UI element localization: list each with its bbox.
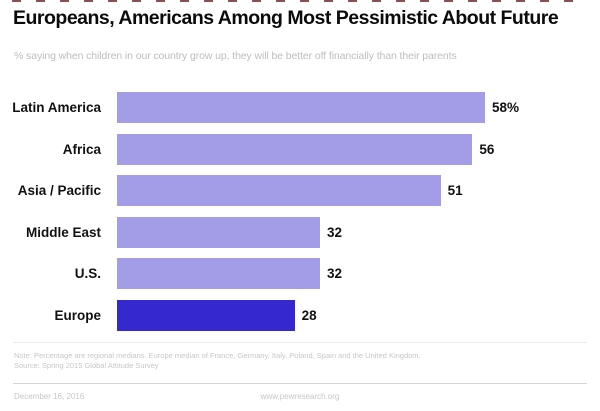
footer-url: www.pewresearch.org	[260, 392, 340, 401]
bar-europe	[117, 300, 295, 331]
bar-africa	[117, 133, 473, 165]
value-label: 56	[479, 141, 495, 157]
category-label: Europe	[54, 308, 101, 323]
footnote-source: Source: Spring 2015 Global Attitude Surv…	[14, 361, 159, 370]
category-label: Asia / Pacific	[17, 183, 101, 199]
value-label: 32	[327, 266, 343, 282]
footnote-note: Note: Percentage are regional medians. E…	[14, 351, 421, 360]
category-label: U.S.	[74, 266, 101, 282]
category-label: Africa	[62, 141, 101, 157]
chart-row: Europe 28	[0, 300, 600, 331]
bar-u-s	[117, 258, 321, 290]
value-label: 32	[327, 224, 343, 240]
footer-divider-line	[13, 383, 587, 384]
chart-row: Asia / Pacific 51	[0, 175, 600, 207]
chart-row: U.S. 32	[0, 258, 600, 290]
cropped-banner-artifact	[12, 0, 588, 2]
bar-chart: Latin America 58% Africa 56 Asia / Pacific 51…	[0, 92, 600, 342]
category-label: Latin America	[12, 100, 101, 115]
bar-middle-east	[117, 216, 321, 248]
bar-latin-america	[117, 92, 485, 123]
note-divider-line	[13, 342, 587, 343]
chart-row: Africa 56	[0, 133, 600, 165]
value-label: 58%	[492, 100, 520, 115]
value-label: 28	[301, 308, 317, 323]
value-label: 51	[447, 183, 463, 199]
bar-asia-pacific	[117, 175, 441, 207]
category-label: Middle East	[25, 224, 101, 240]
chart-row: Latin America 58%	[0, 92, 600, 123]
chart-subtitle: % saying when children in our country gr…	[14, 50, 457, 62]
chart-title: Europeans, Americans Among Most Pessimis…	[13, 7, 559, 29]
footnote-block: Note: Percentage are regional medians. E…	[14, 351, 586, 371]
chart-row: Middle East 32	[0, 216, 600, 248]
footer-date: December 16, 2016	[14, 392, 85, 401]
